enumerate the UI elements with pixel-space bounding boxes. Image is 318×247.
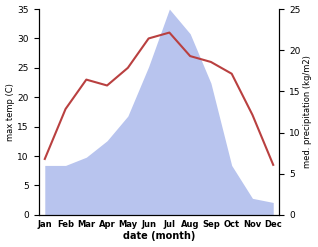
Y-axis label: med. precipitation (kg/m2): med. precipitation (kg/m2) (303, 56, 313, 168)
X-axis label: date (month): date (month) (123, 231, 195, 242)
Y-axis label: max temp (C): max temp (C) (5, 83, 15, 141)
